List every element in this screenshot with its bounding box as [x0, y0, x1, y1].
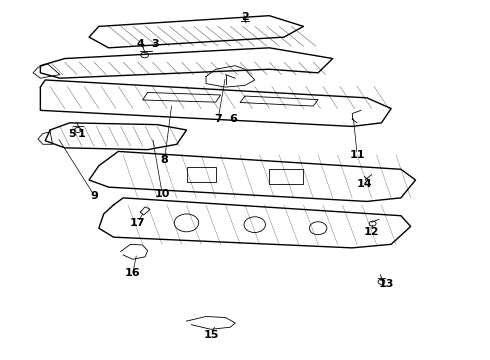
Text: 12: 12 — [364, 227, 379, 237]
Bar — [187, 167, 216, 182]
Text: 1: 1 — [78, 129, 86, 139]
Text: 6: 6 — [229, 114, 237, 124]
Text: 15: 15 — [203, 330, 219, 341]
Text: 10: 10 — [154, 189, 170, 199]
Text: 14: 14 — [357, 179, 372, 189]
Text: 3: 3 — [151, 39, 159, 49]
Text: 5: 5 — [68, 129, 76, 139]
Text: 11: 11 — [349, 150, 365, 160]
Text: 7: 7 — [214, 114, 222, 124]
Text: 9: 9 — [90, 191, 98, 201]
Text: 13: 13 — [379, 279, 394, 289]
Text: 4: 4 — [136, 39, 144, 49]
Text: 17: 17 — [130, 218, 146, 228]
Text: 2: 2 — [241, 13, 249, 22]
Bar — [270, 169, 303, 184]
Text: 8: 8 — [161, 156, 169, 165]
Text: 16: 16 — [125, 268, 141, 278]
